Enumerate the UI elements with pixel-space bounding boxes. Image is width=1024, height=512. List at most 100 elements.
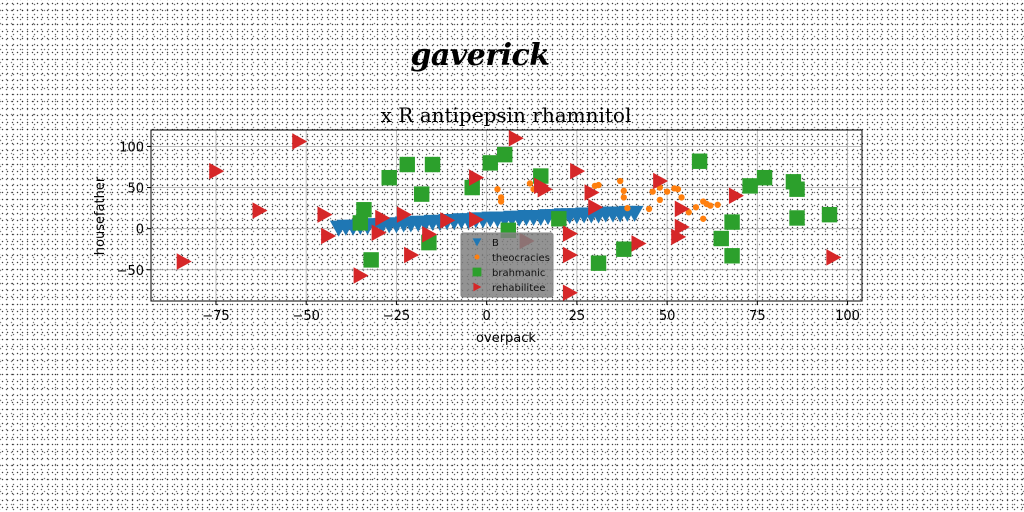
data-point <box>756 169 773 186</box>
data-point <box>645 205 653 213</box>
chart-title: x R antipepsin rhamnitol <box>381 103 632 127</box>
series-brahmanic <box>352 146 838 271</box>
data-point <box>363 252 379 268</box>
legend-label: theocracies <box>492 253 550 264</box>
data-point <box>562 284 578 302</box>
y-tick-label: 50 <box>127 182 144 197</box>
data-point <box>562 225 578 242</box>
y-tick-label: 100 <box>119 140 144 155</box>
data-point <box>497 198 505 205</box>
legend-marker <box>474 254 480 260</box>
data-point <box>724 214 740 230</box>
data-point <box>631 235 647 252</box>
x-axis-label: overpack <box>476 331 536 346</box>
data-point <box>674 186 682 193</box>
data-point <box>526 180 534 187</box>
data-point <box>617 177 624 185</box>
data-point <box>584 184 600 201</box>
data-point <box>176 253 192 270</box>
data-point <box>404 246 420 264</box>
x-tick-label: 100 <box>835 309 860 324</box>
data-point <box>821 206 838 223</box>
data-point <box>356 202 372 218</box>
figure-suptitle: gaverick <box>410 38 550 73</box>
data-point <box>674 218 690 236</box>
x-tick-label: −25 <box>383 309 410 324</box>
tick-layer: −75 −50 −25 0 25 50 75 100 −50 0 50 100 <box>117 140 860 324</box>
data-point <box>292 133 308 150</box>
data-point <box>649 188 656 195</box>
data-point <box>625 205 644 222</box>
series-rehabilitee <box>176 129 842 302</box>
data-point <box>789 181 805 197</box>
data-point <box>707 202 714 209</box>
data-point <box>422 226 438 243</box>
data-point <box>624 204 631 212</box>
data-point <box>728 187 744 205</box>
data-point <box>464 179 480 196</box>
data-point <box>685 209 692 216</box>
data-point <box>742 178 758 194</box>
x-tick-label: 0 <box>483 309 491 324</box>
data-point <box>724 248 740 264</box>
x-tick-label: 25 <box>569 309 586 324</box>
data-point <box>692 204 700 211</box>
data-point <box>663 188 671 195</box>
plot-frame <box>150 129 863 302</box>
data-point <box>482 155 498 171</box>
legend-marker <box>472 267 482 277</box>
marks-layer <box>176 129 842 302</box>
legend-marker <box>472 238 482 247</box>
data-point <box>494 186 501 193</box>
series-theocracies <box>494 177 721 222</box>
legend-label: brahmanic <box>492 268 545 279</box>
y-tick-label: −50 <box>117 264 144 279</box>
data-point <box>551 211 567 227</box>
data-point <box>252 202 268 219</box>
x-tick-label: −50 <box>292 309 319 324</box>
x-tick-label: 50 <box>659 309 676 324</box>
data-point <box>413 186 430 202</box>
data-point <box>713 230 729 247</box>
data-point <box>616 241 632 257</box>
data-point <box>653 172 669 190</box>
data-point <box>562 246 578 264</box>
data-point <box>469 211 485 228</box>
data-point <box>321 227 337 245</box>
data-point <box>595 181 602 189</box>
data-point <box>656 196 664 204</box>
data-point <box>469 169 485 186</box>
y-axis-label: housefather <box>93 176 108 255</box>
legend-label: B <box>492 238 499 249</box>
data-point <box>620 187 627 194</box>
data-point <box>371 224 387 242</box>
data-point <box>209 162 225 180</box>
data-point <box>496 146 513 163</box>
data-point <box>674 200 690 218</box>
data-point <box>352 215 369 231</box>
data-point <box>396 206 412 223</box>
data-point <box>570 162 586 180</box>
data-point <box>353 267 369 284</box>
y-tick-label: 0 <box>136 223 144 238</box>
data-point <box>789 210 805 226</box>
data-point <box>590 255 607 271</box>
data-point <box>508 129 524 147</box>
data-point <box>537 180 553 198</box>
data-point <box>440 212 456 229</box>
legend-box <box>460 232 554 298</box>
data-point <box>424 156 441 173</box>
x-tick-label: −75 <box>202 309 229 324</box>
data-point <box>588 199 604 216</box>
data-point <box>375 209 391 227</box>
data-point <box>317 206 333 223</box>
data-point <box>399 156 415 173</box>
data-point <box>691 153 708 169</box>
data-point <box>700 215 707 222</box>
data-point <box>381 169 397 186</box>
data-point <box>714 201 721 208</box>
data-point <box>678 194 685 201</box>
